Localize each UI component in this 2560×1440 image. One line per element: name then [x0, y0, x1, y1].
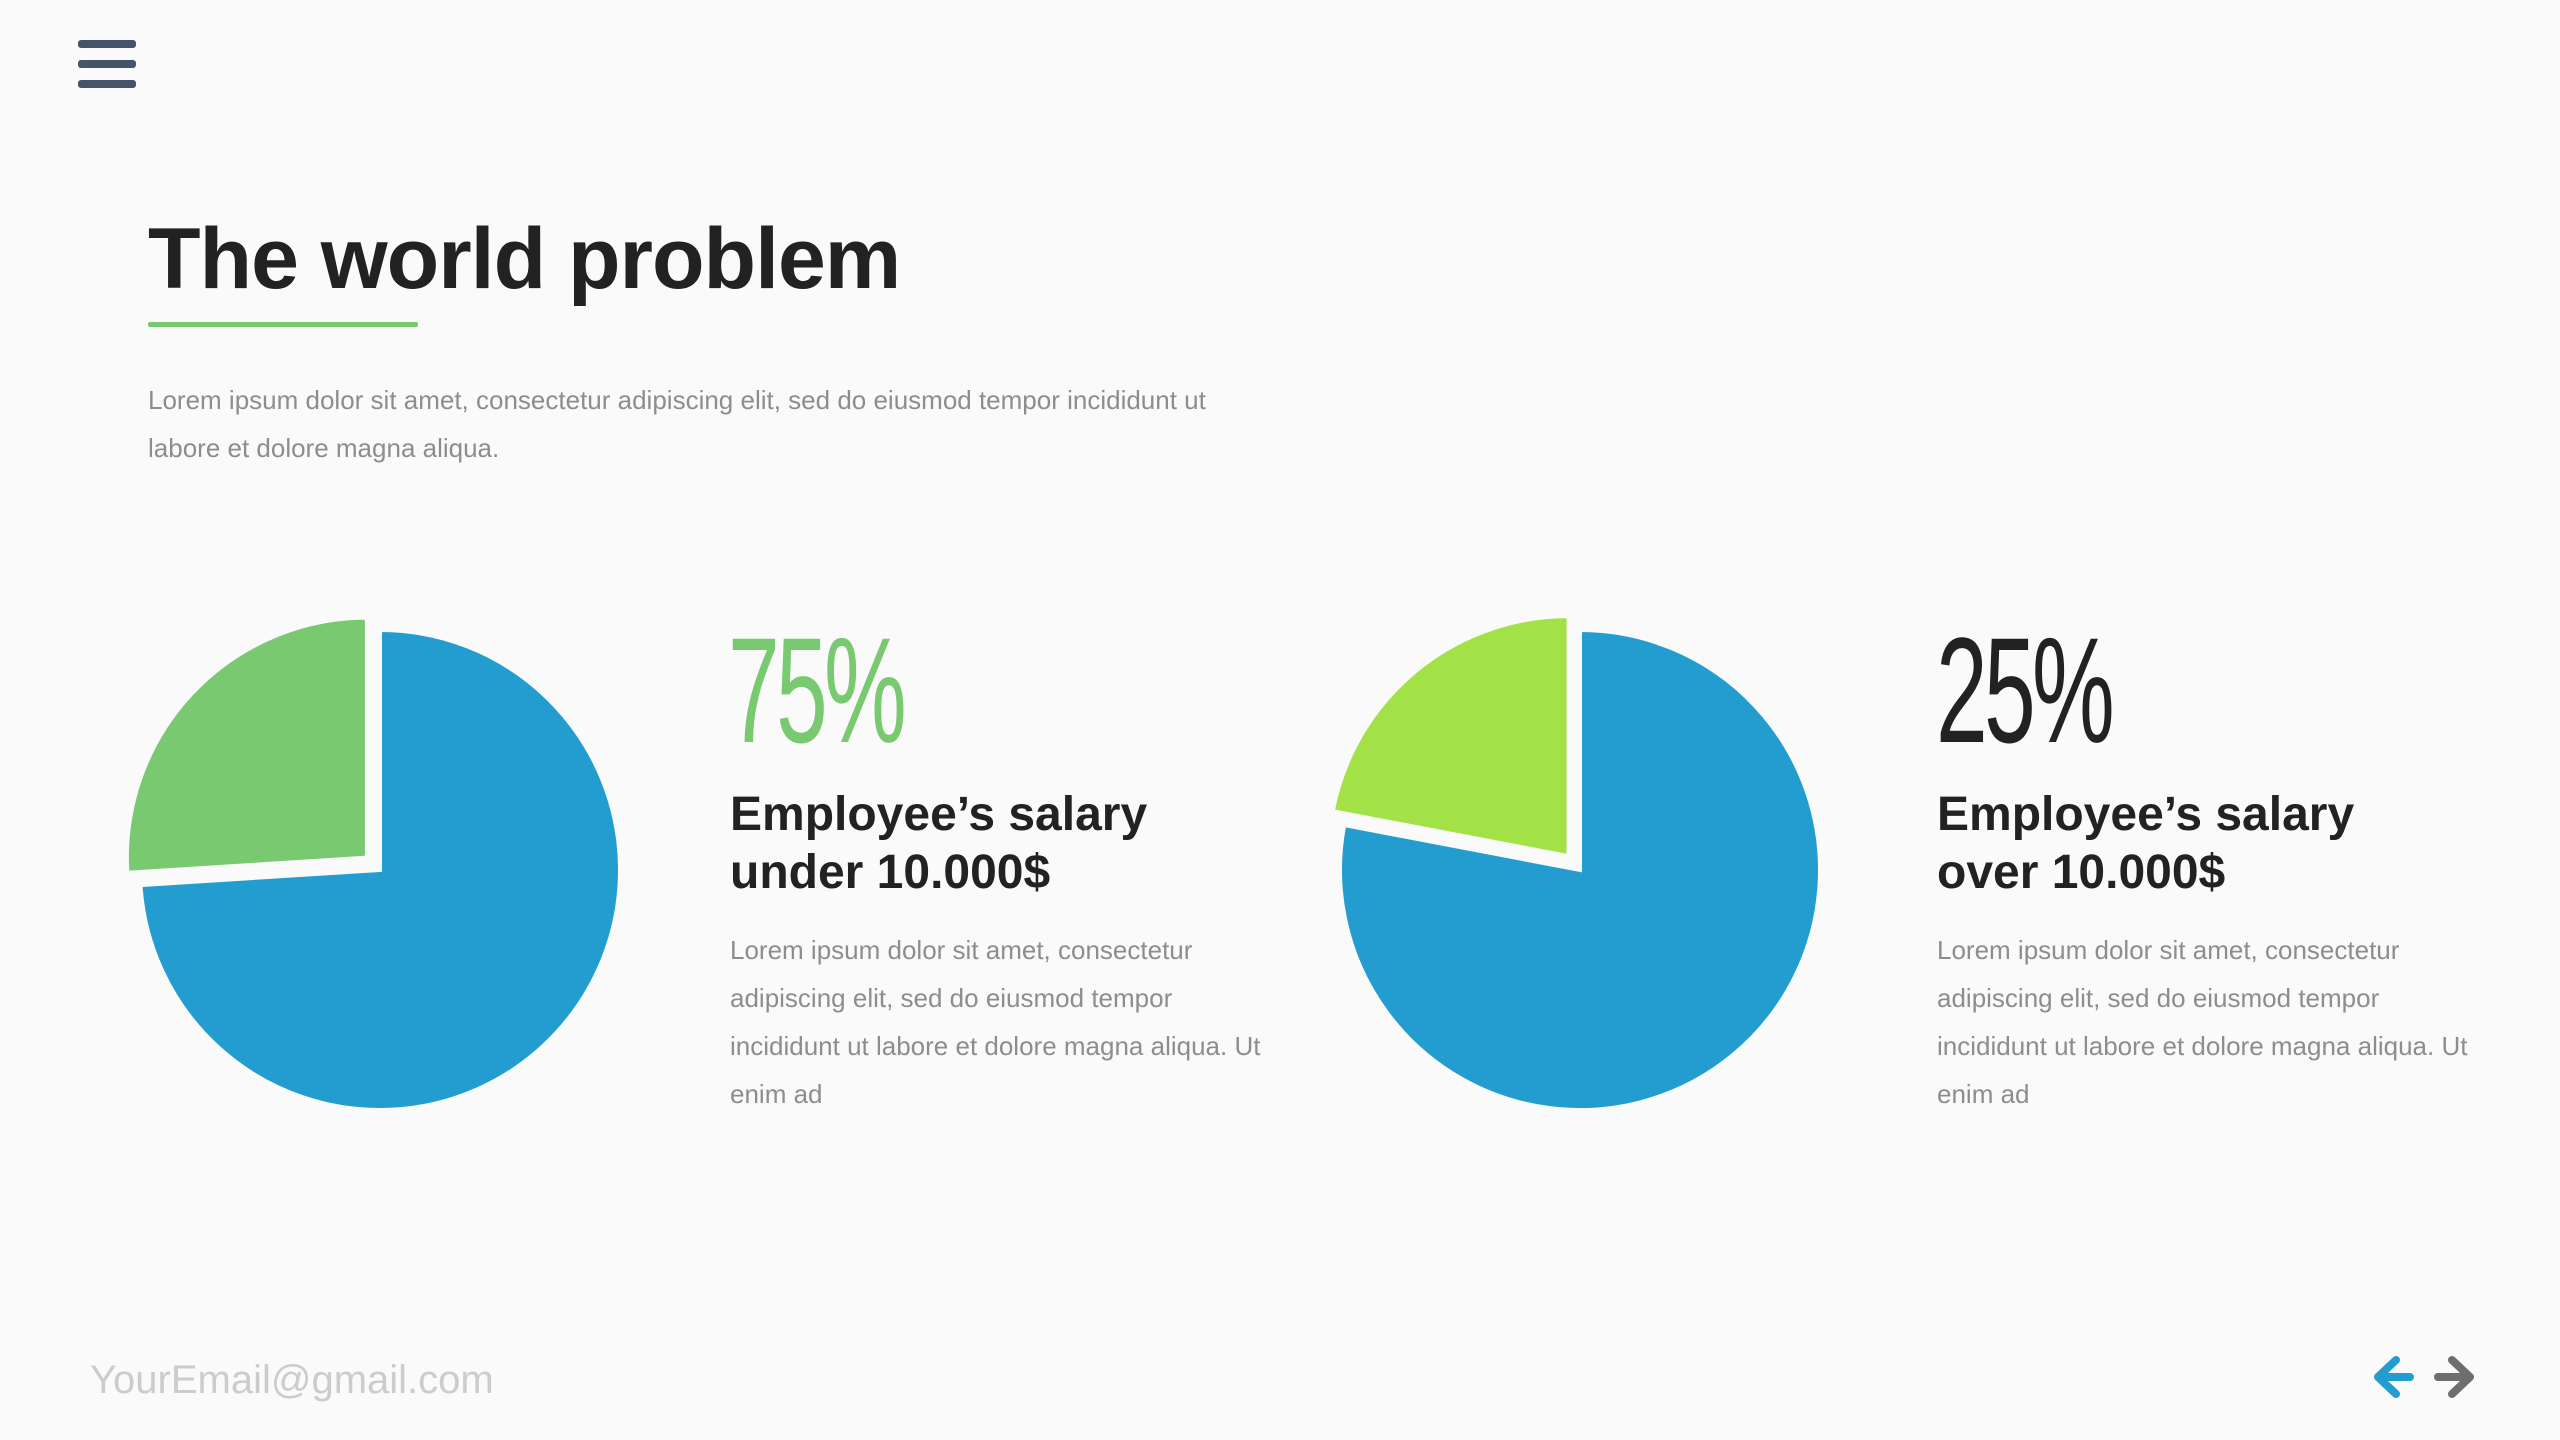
slide-title: The world problem	[148, 211, 901, 307]
stat-title-line: Employee’s salary	[1937, 788, 2355, 841]
stat-title-line: under 10.000$	[730, 846, 1051, 899]
pie-slice-0	[1338, 627, 1822, 1112]
stat-percent-over: 25%	[1936, 606, 2115, 774]
stat-title-over: Employee’s salary over 10.000$	[1937, 786, 2497, 902]
pie-slice-1	[124, 615, 369, 875]
slide-intro: Lorem ipsum dolor sit amet, consectetur …	[148, 385, 1206, 463]
title-underline	[148, 322, 418, 327]
pie-slice-0	[138, 627, 622, 1112]
stat-title-line: over 10.000$	[1937, 846, 2226, 899]
footer-email[interactable]: YourEmail@gmail.com	[90, 1358, 494, 1402]
hamburger-menu-icon[interactable]	[78, 40, 136, 88]
stat-title-under: Employee’s salary under 10.000$	[730, 786, 1290, 902]
pie-chart-under	[124, 615, 622, 1112]
stat-text-over: Lorem ipsum dolor sit amet, consectetur …	[1937, 935, 2468, 1109]
menu-bar	[78, 60, 136, 68]
pie-chart-over	[1330, 614, 1822, 1112]
stat-title-line: Employee’s salary	[730, 788, 1148, 841]
menu-bar	[78, 40, 136, 48]
arrow-right-icon[interactable]	[2432, 1352, 2482, 1402]
pie-slice-1	[1330, 614, 1571, 859]
stat-text-under: Lorem ipsum dolor sit amet, consectetur …	[730, 935, 1261, 1109]
stat-percent-under: 75%	[728, 606, 907, 774]
arrow-left-icon[interactable]	[2366, 1352, 2416, 1402]
menu-bar	[78, 80, 136, 88]
